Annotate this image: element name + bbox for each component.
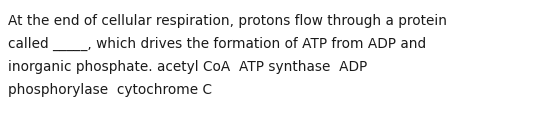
Text: At the end of cellular respiration, protons flow through a protein: At the end of cellular respiration, prot… bbox=[8, 14, 447, 28]
Text: phosphorylase  cytochrome C: phosphorylase cytochrome C bbox=[8, 83, 212, 97]
Text: called _____, which drives the formation of ATP from ADP and: called _____, which drives the formation… bbox=[8, 37, 426, 51]
Text: inorganic phosphate. acetyl CoA  ATP synthase  ADP: inorganic phosphate. acetyl CoA ATP synt… bbox=[8, 60, 367, 74]
